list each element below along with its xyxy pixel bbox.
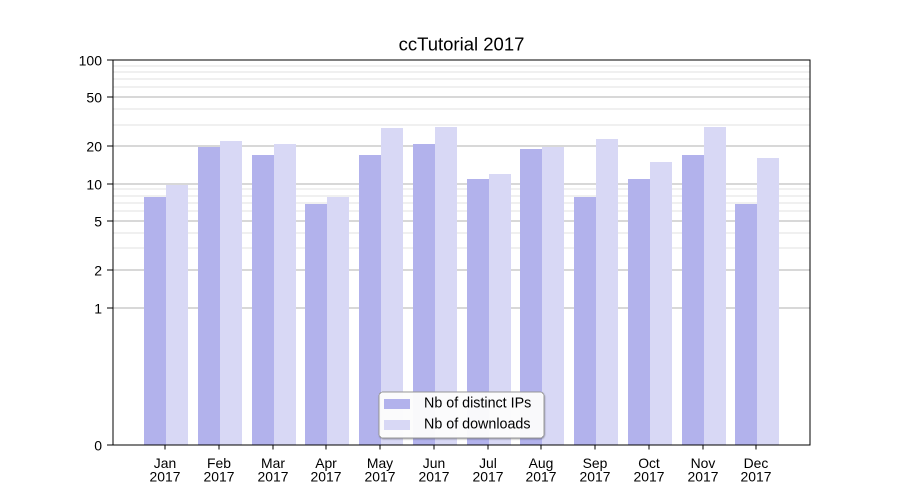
- svg-text:2: 2: [94, 263, 102, 279]
- svg-text:2017: 2017: [419, 469, 450, 485]
- svg-text:0: 0: [94, 438, 102, 454]
- svg-text:2017: 2017: [150, 469, 181, 485]
- svg-text:2017: 2017: [365, 469, 396, 485]
- svg-text:2017: 2017: [258, 469, 289, 485]
- svg-text:5: 5: [94, 214, 102, 230]
- svg-text:Nb of downloads: Nb of downloads: [424, 417, 531, 433]
- svg-text:50: 50: [86, 90, 102, 106]
- svg-text:ccTutorial 2017: ccTutorial 2017: [399, 34, 525, 55]
- svg-text:2017: 2017: [473, 469, 504, 485]
- svg-text:2017: 2017: [688, 469, 719, 485]
- svg-text:20: 20: [86, 139, 102, 155]
- svg-text:10: 10: [86, 177, 102, 193]
- svg-text:100: 100: [79, 53, 103, 69]
- svg-text:2017: 2017: [311, 469, 342, 485]
- svg-text:2017: 2017: [741, 469, 772, 485]
- svg-text:Nb of distinct IPs: Nb of distinct IPs: [424, 396, 531, 412]
- svg-text:1: 1: [94, 301, 102, 317]
- svg-text:2017: 2017: [580, 469, 611, 485]
- svg-text:2017: 2017: [634, 469, 665, 485]
- svg-text:2017: 2017: [204, 469, 235, 485]
- svg-text:2017: 2017: [526, 469, 557, 485]
